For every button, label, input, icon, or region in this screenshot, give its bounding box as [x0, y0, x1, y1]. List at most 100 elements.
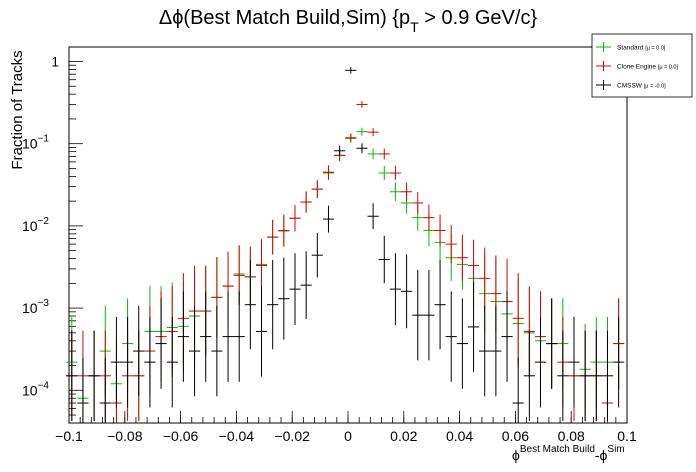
y-tick-base: 10: [22, 382, 38, 398]
data-point: [479, 305, 491, 397]
data-point: [289, 204, 301, 232]
legend-entry: Standard [μ = 0.0]: [596, 42, 666, 52]
x-axis-title-main: ϕ: [512, 447, 520, 463]
legend-series-name: CMSSW: [617, 83, 643, 90]
data-point: [490, 305, 502, 397]
legend-label: Clone Engine [μ = 0.0]: [617, 64, 678, 71]
data-point: [568, 316, 580, 408]
data-point: [255, 286, 268, 377]
data-point: [300, 251, 312, 320]
data-point: [166, 316, 178, 408]
y-tick-base: 10: [22, 218, 38, 234]
y-tick-base: 10: [22, 136, 38, 152]
data-point: [278, 257, 290, 340]
data-point: [367, 148, 379, 160]
data-point: [345, 133, 357, 143]
data-point: [367, 203, 379, 230]
y-tick-label: 10−3: [22, 298, 49, 316]
legend-series-name: Standard: [617, 45, 644, 52]
data-point: [412, 192, 424, 214]
data-point: [334, 145, 346, 156]
data-point: [534, 316, 547, 408]
chart-title-main: Δϕ(Best Match Build,Sim) {p: [159, 7, 410, 29]
y-tick-label: 10−1: [22, 134, 49, 152]
x-tick-label: −0.04: [219, 428, 255, 444]
x-axis: −0.1 −0.08 −0.06 −0.04 −0.02 0 0.02 0.04 0.06 0.0…: [55, 411, 637, 444]
data-point: [300, 191, 312, 213]
data-point: [311, 232, 323, 278]
x-tick-label: 0.08: [558, 428, 585, 444]
legend-label: CMSSW [μ = -0.0]: [617, 83, 666, 90]
data-point: [378, 148, 390, 160]
data-point: [445, 225, 457, 264]
data-point: [445, 291, 457, 382]
y-tick-label: 10−2: [22, 216, 49, 234]
data-point: [311, 180, 323, 198]
data-series: [66, 67, 625, 423]
data-point: [267, 260, 279, 350]
data-point: [579, 330, 591, 422]
data-point: [546, 298, 558, 389]
data-point: [155, 298, 167, 389]
x-tick-label: 0: [344, 428, 352, 444]
chart-title: Δϕ(Best Match Build,Sim) {pT > 0.9 GeV/c…: [159, 7, 538, 35]
x-axis-title: ϕBest Match Build-ϕSim: [512, 444, 625, 463]
data-point: [401, 182, 413, 201]
data-point: [255, 239, 268, 292]
data-point: [423, 204, 435, 231]
data-point: [434, 214, 446, 247]
data-point: [133, 305, 145, 397]
x-tick-label: −0.1: [55, 428, 83, 444]
x-axis-title-mid: -ϕ: [595, 447, 608, 463]
data-point: [378, 235, 390, 284]
data-point: [412, 269, 424, 361]
plot-frame: [68, 46, 628, 424]
data-point: [233, 291, 245, 382]
data-point: [177, 291, 189, 382]
data-point: [557, 330, 569, 422]
data-point: [322, 205, 335, 233]
x-axis-title-sup1: Best Match Build: [520, 444, 595, 455]
data-point: [200, 291, 212, 382]
x-axis-title-sup2: Sim: [607, 444, 624, 455]
y-tick-base: 10: [22, 300, 38, 316]
data-point: [222, 291, 234, 382]
data-point: [613, 316, 625, 408]
data-point: [144, 316, 156, 408]
data-point: [356, 127, 368, 136]
data-point: [501, 291, 513, 382]
series-cmssw: [66, 67, 625, 423]
y-tick-exponent: −4: [38, 380, 50, 391]
x-tick-label: −0.06: [163, 428, 199, 444]
data-point: [378, 165, 390, 181]
data-point: [434, 260, 446, 350]
data-point: [467, 281, 480, 373]
y-tick-label: 1: [51, 53, 59, 69]
data-point: [479, 247, 491, 310]
data-point: [423, 269, 435, 361]
data-point: [289, 253, 301, 326]
x-tick-label: −0.08: [107, 428, 143, 444]
legend-label: Standard [μ = 0.0]: [617, 45, 666, 52]
data-point: [389, 182, 402, 201]
data-point: [512, 273, 524, 364]
data-point: [601, 330, 614, 422]
y-tick-exponent: −2: [38, 216, 50, 227]
data-point: [211, 305, 223, 397]
data-point: [512, 357, 524, 423]
data-point: [99, 357, 111, 423]
data-point: [322, 165, 335, 180]
data-point: [356, 101, 368, 108]
data-point: [389, 165, 402, 181]
y-axis-title: Fraction of Tracks: [9, 50, 26, 169]
data-point: [456, 234, 468, 281]
chart-title-tail: > 0.9 GeV/c}: [419, 7, 538, 29]
y-tick-exponent: −3: [38, 298, 50, 309]
data-point: [367, 128, 379, 137]
data-point: [389, 253, 402, 326]
chart-title-subscript: T: [410, 19, 419, 35]
x-tick-label: 0.1: [617, 428, 637, 444]
x-tick-label: 0.06: [502, 428, 529, 444]
data-point: [66, 330, 78, 422]
